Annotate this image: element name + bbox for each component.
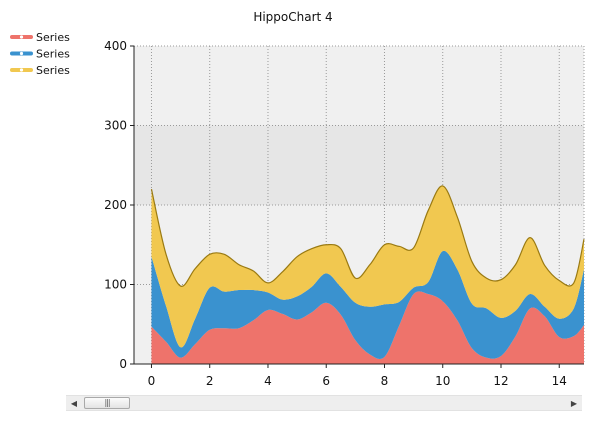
x-tick-label: 10 (435, 374, 450, 388)
y-tick-label: 200 (104, 198, 127, 212)
plot-area: 0 100 200 300 400 0 2 4 6 8 10 12 14 (104, 39, 585, 388)
legend-marker-3 (19, 68, 24, 72)
legend-label-3: Series (36, 64, 70, 77)
legend-marker-2 (19, 51, 24, 56)
y-tick-label: 0 (119, 357, 127, 371)
x-tick-label: 14 (552, 374, 567, 388)
y-tick-label: 400 (104, 39, 127, 53)
x-tick-label: 4 (264, 374, 272, 388)
series-area-2 (151, 250, 585, 359)
horizontal-scrollbar[interactable]: ◀ ||| ▶ (66, 395, 582, 411)
x-tick-label: 6 (322, 374, 330, 388)
x-tick-label: 12 (493, 374, 508, 388)
grip-icon: ||| (104, 398, 110, 407)
series-3-line (150, 185, 585, 287)
x-tick-label: 2 (206, 374, 214, 388)
series-area-1 (151, 291, 585, 364)
highlight-band (134, 125, 584, 205)
legend: Series Series Series (10, 31, 70, 77)
stacked-areas (151, 185, 585, 364)
y-tick-label: 100 (104, 278, 127, 292)
legend-label-1: Series (36, 31, 70, 44)
legend-marker-1 (19, 35, 24, 39)
legend-label-2: Series (36, 48, 70, 61)
scroll-right-arrow-icon[interactable]: ▶ (570, 398, 578, 408)
x-tick-label: 0 (148, 374, 156, 388)
x-tick-label: 8 (381, 374, 389, 388)
y-tick-label: 300 (104, 119, 127, 133)
scroll-left-arrow-icon[interactable]: ◀ (70, 398, 78, 408)
scrollbar-thumb[interactable]: ||| (84, 397, 130, 409)
series-area-3 (151, 185, 585, 348)
chart-title: HippoChart 4 (253, 10, 332, 24)
